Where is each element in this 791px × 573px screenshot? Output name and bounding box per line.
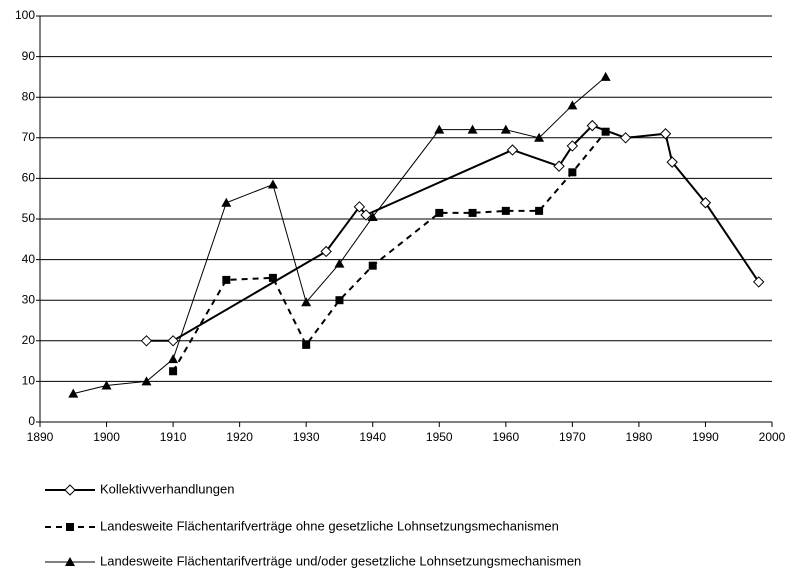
y-tick-label: 0 <box>28 414 35 428</box>
marker <box>367 211 378 221</box>
marker <box>567 100 578 110</box>
x-tick-label: 1900 <box>93 430 120 444</box>
legend-marker <box>64 484 76 496</box>
y-tick-label: 10 <box>22 374 36 388</box>
y-tick-label: 20 <box>22 333 36 347</box>
marker <box>600 71 611 81</box>
marker <box>302 340 311 349</box>
marker <box>320 245 332 258</box>
marker <box>506 144 519 156</box>
marker <box>335 296 344 305</box>
marker <box>566 140 579 152</box>
marker <box>368 261 377 270</box>
marker <box>601 127 610 136</box>
marker <box>334 258 345 268</box>
marker <box>468 208 477 217</box>
marker <box>267 179 278 189</box>
x-tick-label: 1980 <box>626 430 653 444</box>
marker <box>101 380 112 390</box>
marker <box>534 132 545 142</box>
y-tick-label: 40 <box>22 252 36 266</box>
y-tick-label: 60 <box>22 171 36 185</box>
marker <box>434 124 445 134</box>
marker <box>353 201 366 213</box>
marker <box>619 132 632 144</box>
legend-label: Kollektivverhandlungen <box>100 481 234 496</box>
marker <box>360 209 372 221</box>
y-tick-label: 100 <box>15 8 35 22</box>
x-tick-label: 1990 <box>692 430 719 444</box>
y-tick-label: 70 <box>22 130 36 144</box>
x-tick-label: 1930 <box>293 430 320 444</box>
marker <box>467 124 478 134</box>
marker <box>141 376 152 386</box>
marker <box>699 197 712 209</box>
marker <box>752 276 765 288</box>
legend-marker <box>66 523 74 531</box>
marker <box>268 273 277 282</box>
marker <box>666 156 678 168</box>
marker <box>68 388 79 398</box>
marker <box>169 367 178 376</box>
marker <box>301 297 312 307</box>
marker <box>586 119 599 132</box>
marker <box>222 275 231 284</box>
series-line <box>146 124 760 342</box>
marker <box>568 168 577 177</box>
x-tick-label: 1940 <box>359 430 386 444</box>
x-tick-label: 1890 <box>27 430 54 444</box>
y-tick-label: 30 <box>22 292 36 306</box>
x-tick-label: 2000 <box>759 430 786 444</box>
marker <box>435 208 444 217</box>
legend-label: Landesweite Flächentarifverträge und/ode… <box>100 553 581 568</box>
marker <box>553 160 565 172</box>
marker <box>168 354 179 364</box>
marker <box>659 128 672 140</box>
marker <box>221 197 232 207</box>
x-tick-label: 1910 <box>160 430 187 444</box>
x-tick-label: 1960 <box>492 430 519 444</box>
marker <box>535 206 544 215</box>
marker <box>500 124 511 134</box>
legend-label: Landesweite Flächentarifverträge ohne ge… <box>100 518 559 533</box>
marker <box>167 335 179 347</box>
y-tick-label: 80 <box>22 89 36 103</box>
x-tick-label: 1920 <box>226 430 253 444</box>
x-tick-label: 1950 <box>426 430 453 444</box>
x-tick-label: 1970 <box>559 430 586 444</box>
marker <box>501 206 510 215</box>
y-tick-label: 90 <box>22 49 36 63</box>
y-tick-label: 50 <box>22 211 36 225</box>
legend-marker <box>65 557 75 566</box>
series-line <box>172 131 607 372</box>
marker <box>140 335 153 347</box>
